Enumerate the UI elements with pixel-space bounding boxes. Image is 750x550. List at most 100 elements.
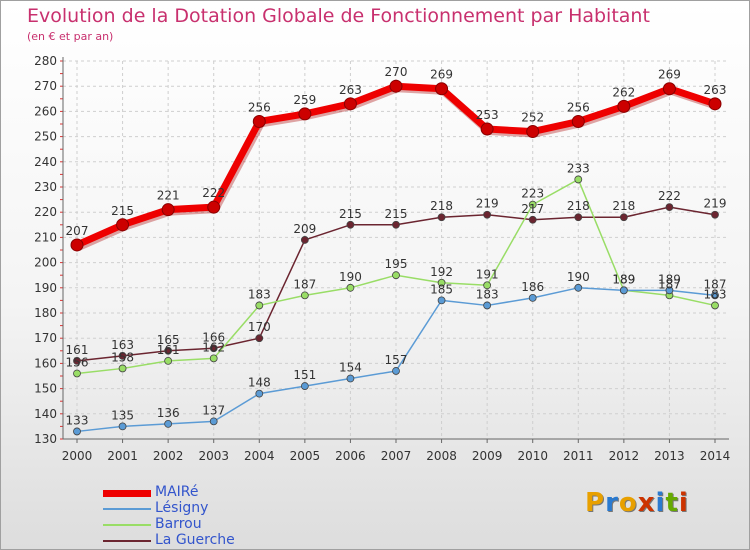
data-label: 148 bbox=[248, 376, 271, 390]
x-tick-label: 2002 bbox=[153, 449, 184, 463]
data-label: 263 bbox=[339, 83, 362, 97]
data-point bbox=[73, 356, 81, 365]
data-point bbox=[392, 220, 400, 229]
legend-swatch bbox=[103, 508, 151, 510]
data-point bbox=[298, 107, 312, 121]
data-label: 189 bbox=[658, 272, 681, 286]
data-label: 256 bbox=[248, 100, 271, 114]
data-label: 170 bbox=[248, 320, 271, 334]
data-label: 222 bbox=[658, 189, 681, 203]
data-label: 263 bbox=[704, 83, 727, 97]
data-label: 161 bbox=[66, 343, 89, 357]
data-label: 217 bbox=[521, 202, 544, 216]
data-label: 209 bbox=[293, 222, 316, 236]
data-point bbox=[164, 419, 173, 428]
data-label: 256 bbox=[567, 100, 590, 114]
legend-swatch bbox=[103, 540, 151, 542]
data-point bbox=[437, 213, 446, 222]
data-point bbox=[528, 200, 537, 209]
grid bbox=[63, 60, 729, 440]
data-label: 183 bbox=[476, 287, 499, 301]
data-label: 219 bbox=[704, 197, 727, 211]
data-label: 163 bbox=[111, 338, 134, 352]
data-label: 161 bbox=[157, 343, 180, 357]
y-tick-label: 200 bbox=[34, 256, 57, 270]
data-label: 207 bbox=[66, 224, 89, 238]
data-label: 133 bbox=[66, 413, 89, 427]
data-label: 192 bbox=[430, 265, 453, 279]
legend-label: MAIRé bbox=[155, 484, 199, 500]
data-point bbox=[70, 238, 84, 252]
data-point bbox=[528, 293, 537, 302]
chart-title: Evolution de la Dotation Globale de Fonc… bbox=[27, 5, 650, 27]
y-tick-label: 240 bbox=[34, 155, 57, 169]
y-tick-label: 250 bbox=[34, 130, 57, 144]
x-tick-label: 2010 bbox=[517, 449, 548, 463]
data-point bbox=[708, 97, 722, 111]
data-label: 252 bbox=[521, 111, 544, 125]
data-point bbox=[574, 213, 583, 222]
data-label: 259 bbox=[293, 93, 316, 107]
data-point bbox=[209, 344, 218, 353]
data-label: 154 bbox=[339, 361, 362, 375]
data-point bbox=[164, 356, 173, 365]
legend-label: La Guerche bbox=[155, 532, 235, 548]
data-label: 187 bbox=[704, 277, 727, 291]
data-point bbox=[300, 291, 309, 300]
data-point bbox=[255, 389, 264, 398]
y-tick-label: 130 bbox=[34, 432, 57, 446]
x-tick-label: 2007 bbox=[381, 449, 412, 463]
data-label: 135 bbox=[111, 408, 134, 422]
y-tick-label: 180 bbox=[34, 306, 57, 320]
data-point bbox=[209, 417, 218, 426]
data-label: 270 bbox=[385, 65, 408, 79]
data-label: 195 bbox=[385, 257, 408, 271]
data-point bbox=[73, 369, 81, 378]
data-label: 215 bbox=[111, 204, 134, 218]
data-point bbox=[392, 367, 400, 375]
data-label: 187 bbox=[293, 277, 316, 291]
y-tick-label: 160 bbox=[34, 356, 57, 370]
axes: 130 140 150 160 170 180 190 200 210 220 230 240 250 2… bbox=[34, 54, 730, 463]
data-point bbox=[346, 374, 355, 383]
data-point bbox=[619, 286, 628, 295]
x-tick-label: 2011 bbox=[563, 449, 594, 463]
data-label: 162 bbox=[202, 340, 225, 354]
data-point bbox=[300, 382, 309, 390]
data-point bbox=[343, 97, 357, 111]
data-label: 218 bbox=[612, 199, 635, 213]
x-tick-label: 2013 bbox=[654, 449, 685, 463]
data-point bbox=[483, 210, 492, 219]
y-tick-label: 280 bbox=[34, 54, 57, 68]
y-tick-label: 140 bbox=[34, 407, 57, 421]
data-point bbox=[711, 301, 719, 310]
chart-subtitle: (en € et par an) bbox=[27, 30, 114, 43]
legend-swatch bbox=[103, 489, 151, 497]
x-tick-label: 2006 bbox=[335, 449, 366, 463]
legend-label: Barrou bbox=[155, 516, 202, 532]
x-tick-label: 2001 bbox=[107, 449, 138, 463]
y-tick-label: 190 bbox=[34, 281, 57, 295]
x-tick-label: 2004 bbox=[244, 449, 275, 463]
data-point bbox=[346, 220, 355, 229]
data-label: 187 bbox=[658, 277, 681, 291]
data-label: 215 bbox=[339, 207, 362, 221]
data-label: 223 bbox=[521, 187, 544, 201]
data-point bbox=[252, 114, 266, 128]
data-point bbox=[571, 114, 585, 128]
y-tick-label: 170 bbox=[34, 331, 57, 345]
x-tick-label: 2012 bbox=[609, 449, 640, 463]
data-label: 189 bbox=[612, 272, 635, 286]
data-point bbox=[389, 79, 403, 93]
data-point bbox=[118, 364, 127, 373]
data-label: 191 bbox=[476, 267, 499, 281]
y-tick-label: 230 bbox=[34, 180, 57, 194]
x-tick-label: 2000 bbox=[62, 449, 93, 463]
data-label: 137 bbox=[202, 403, 225, 417]
y-tick-label: 210 bbox=[34, 230, 57, 244]
series-lines bbox=[70, 79, 722, 436]
data-label: 222 bbox=[202, 186, 225, 200]
data-label: 158 bbox=[111, 350, 134, 364]
data-label: 215 bbox=[385, 207, 408, 221]
